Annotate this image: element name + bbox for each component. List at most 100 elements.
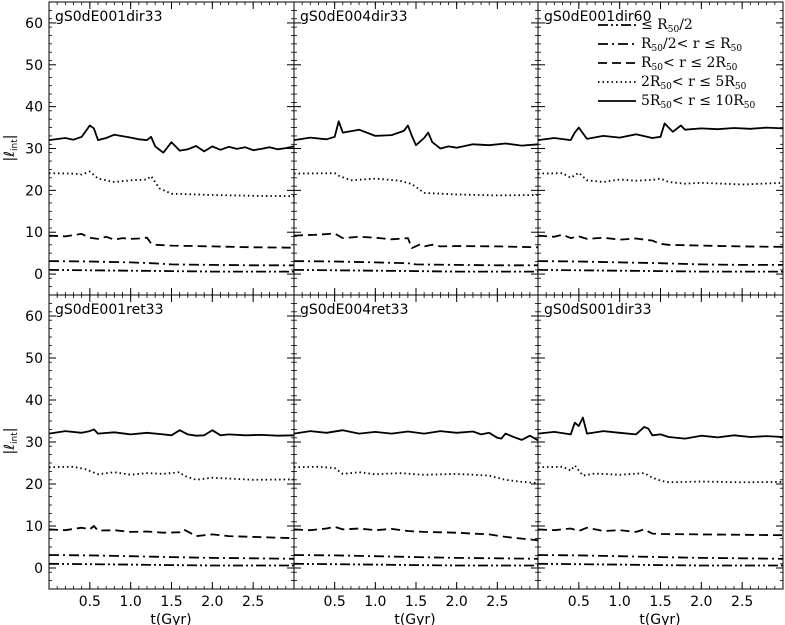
series-line-dashed	[48, 232, 295, 249]
y-tick-label: 60	[25, 16, 43, 32]
panel-title: gS0dE001ret33	[55, 302, 164, 318]
legend-label-sub: 50	[660, 82, 672, 92]
x-tick-label: 1.5	[649, 594, 671, 610]
series-line-dash-dot-dot	[48, 562, 294, 567]
y-tick-label: 20	[25, 183, 43, 199]
panel-4: 0.5 1.0 1.5 2.0 2.5 0 10 20 30 40 50 60 gS0dE001ret3…	[25, 294, 295, 610]
series-line-solid	[48, 428, 295, 437]
x-tick-label: 1.5	[160, 594, 182, 610]
panel-title: gS0dE001dir33	[55, 9, 162, 25]
series-line-dotted	[293, 172, 539, 197]
legend-label-sub: 50	[744, 101, 756, 111]
series-line-dash-dot	[48, 554, 295, 560]
series-line-dashed	[537, 526, 784, 537]
series-line-dashed	[537, 233, 784, 248]
panel-frame	[537, 294, 784, 590]
x-tick-label: 0.5	[324, 594, 346, 610]
series-line-solid	[293, 120, 539, 150]
series-line-dash-dot	[537, 554, 784, 560]
y-tick-label: 0	[34, 561, 43, 577]
y-tick-label: 50	[25, 58, 43, 74]
legend-label: 5R50< r ≤ 10R50	[641, 93, 755, 111]
x-tick-label: 1.5	[405, 594, 427, 610]
legend-label-part: R	[641, 36, 652, 52]
legend-label-sub: 50	[668, 25, 680, 35]
legend-label-part: ≤ R	[641, 17, 668, 33]
legend-label-sub: 50	[731, 44, 743, 54]
series-line-dotted	[48, 170, 295, 198]
y-tick-label: 40	[25, 393, 43, 409]
panel-title: gS0dS001dir33	[544, 302, 652, 318]
legend-label-part: < r ≤ 5R	[672, 74, 735, 90]
x-axis-label: t(Gyr)	[150, 612, 191, 625]
y-tick-label: 40	[25, 100, 43, 116]
x-tick-label: 2.0	[201, 594, 223, 610]
panel-frame	[48, 294, 295, 590]
series-line-dotted	[537, 171, 784, 186]
x-tick-label: 0.5	[568, 594, 590, 610]
series-line-dotted	[293, 465, 539, 485]
y-axis-label: |ℓint|	[2, 135, 20, 162]
series-line-dash-dot	[293, 260, 538, 267]
panels: 0 10 20 30 40 50 60 gS0dE001dir33 gS0dE004dir33 g…	[25, 1, 784, 610]
legend-label-sub: 50	[735, 82, 747, 92]
x-tick-label: 0.5	[79, 594, 101, 610]
legend-entry: 5R50< r ≤ 10R50	[598, 93, 755, 111]
x-axis-label: t(Gyr)	[394, 612, 435, 625]
y-axis-label-sub: int	[10, 139, 20, 151]
panel-frame	[293, 1, 539, 296]
x-tick-label: 2.0	[690, 594, 712, 610]
y-axis-label-tail: |	[2, 428, 18, 433]
legend-label: R50< r ≤ 2R50	[641, 55, 738, 73]
panel-frame	[48, 1, 295, 296]
panel-3: gS0dE001dir60	[537, 1, 784, 296]
y-axis-label-sub: int	[10, 432, 20, 444]
series-line-solid	[293, 429, 539, 442]
legend-label-part: 2R	[641, 74, 661, 90]
x-tick-label: 1.0	[364, 594, 386, 610]
x-tick-label: 1.0	[609, 594, 631, 610]
series-line-dash-dot	[537, 260, 783, 266]
x-tick-label: 2.5	[486, 594, 508, 610]
series-line-dash-dot	[293, 554, 539, 560]
legend-label-part: < r ≤ 2R	[663, 55, 726, 71]
legend-label-part: /2< r ≤ R	[663, 36, 731, 52]
series-line-dashed	[48, 525, 295, 540]
x-axis-label: t(Gyr)	[639, 612, 680, 625]
y-tick-label: 10	[25, 225, 43, 241]
series-line-dash-dot-dot	[48, 269, 294, 273]
series-line-dash-dot-dot	[293, 562, 538, 567]
legend-label-sub: 50	[652, 44, 664, 54]
panel-title: gS0dE004ret33	[300, 302, 409, 318]
series-line-solid	[537, 416, 784, 440]
panel-6: 0.5 1.0 1.5 2.0 2.5 gS0dS001dir33	[537, 294, 784, 610]
y-axis-label: |ℓint|	[2, 428, 20, 455]
legend-label-sub: 50	[726, 63, 738, 73]
series-line-dashed	[293, 232, 539, 250]
x-tick-label: 2.0	[446, 594, 468, 610]
y-tick-label: 30	[25, 142, 43, 158]
series-line-dotted	[48, 465, 295, 481]
series-line-solid	[537, 122, 784, 142]
series-line-dotted	[537, 464, 784, 484]
x-tick-label: 2.5	[242, 594, 264, 610]
legend-label-sub: 50	[660, 101, 672, 111]
legend-label: R50/2< r ≤ R50	[641, 36, 742, 54]
legend-label-part: /2	[679, 17, 693, 33]
legend-entry: 2R50< r ≤ 5R50	[598, 74, 747, 92]
legend-entry: R50/2< r ≤ R50	[598, 36, 742, 54]
series-line-dash-dot	[48, 260, 294, 267]
series-line-dash-dot-dot	[537, 562, 783, 567]
series-line-solid	[48, 124, 295, 154]
series-line-dashed	[293, 525, 539, 542]
legend-label: 2R50< r ≤ 5R50	[641, 74, 747, 92]
legend-label-part: 5R	[641, 93, 661, 109]
legend-label-sub: 50	[652, 63, 664, 73]
panel-2: gS0dE004dir33	[293, 1, 539, 296]
legend-label: ≤ R50/2	[641, 17, 693, 35]
y-axis-label-main: |ℓ	[2, 444, 18, 455]
axis-labels: t(Gyr) t(Gyr) t(Gyr)|ℓint||ℓint|	[2, 135, 681, 625]
panel-frame	[293, 294, 539, 590]
series-line-dash-dot-dot	[293, 269, 538, 273]
